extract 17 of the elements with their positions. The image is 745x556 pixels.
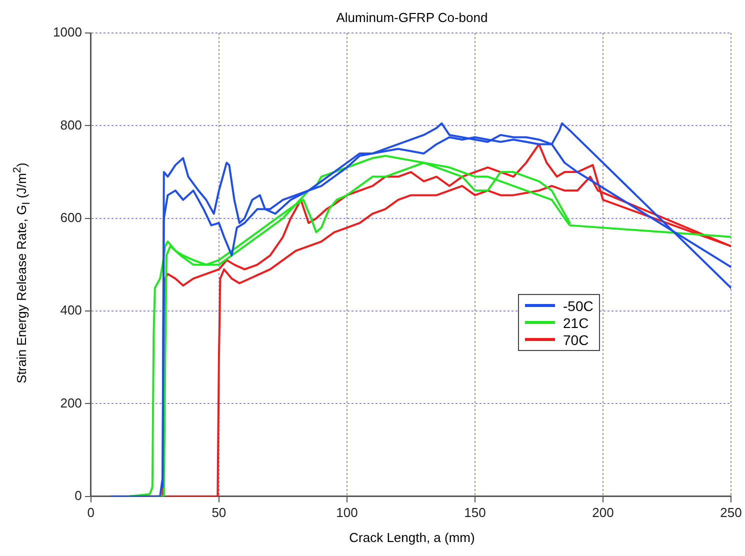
y-tick-label: 800 bbox=[60, 117, 82, 132]
y-tick-label: 400 bbox=[60, 302, 82, 318]
y-tick-label: 200 bbox=[60, 395, 82, 410]
y-tick-label: 0 bbox=[74, 488, 82, 503]
x-tick-label: 50 bbox=[212, 504, 226, 520]
x-tick-label: 150 bbox=[464, 504, 486, 520]
chart-title: Aluminum-GFRP Co-bond bbox=[335, 10, 489, 25]
legend-label: 70C bbox=[563, 332, 589, 348]
legend-label: -50C bbox=[563, 298, 594, 314]
x-axis-title: Crack Length, a (mm) bbox=[348, 530, 476, 545]
x-tick-label: 200 bbox=[592, 504, 614, 520]
x-tick-label: 250 bbox=[720, 504, 742, 520]
legend-label: 21C bbox=[563, 314, 589, 330]
x-tick-label: 100 bbox=[336, 504, 358, 520]
x-tick-label: 0 bbox=[87, 504, 95, 520]
y-tick-label: 1000 bbox=[53, 24, 82, 40]
y-tick-label: 600 bbox=[60, 210, 82, 225]
